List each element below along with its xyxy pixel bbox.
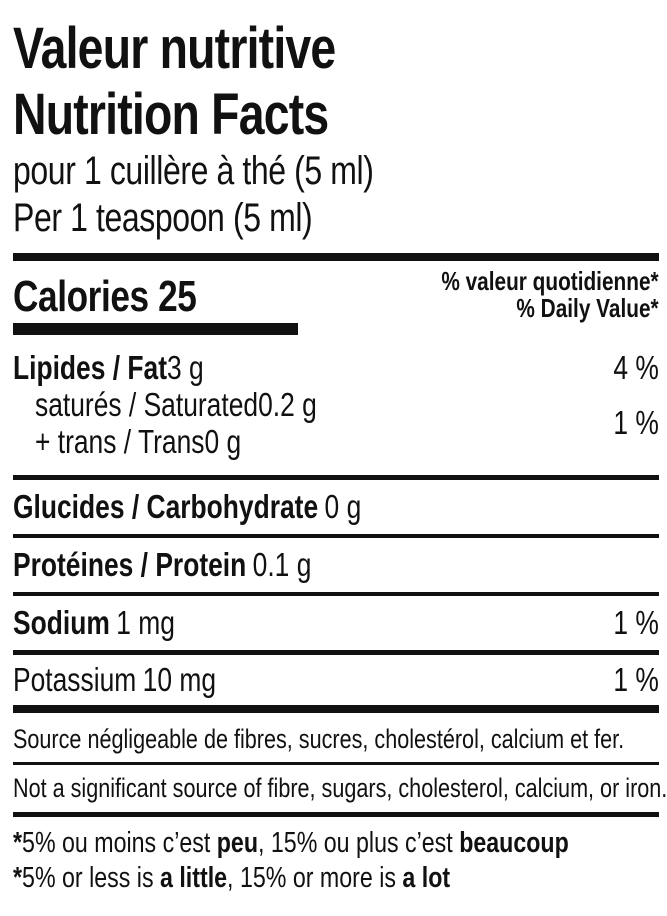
daily-value-header-fr: % valeur quotidienne*	[441, 266, 659, 296]
sodium-name: Sodium	[13, 604, 110, 641]
protein-name: Protéines / Protein	[13, 546, 247, 583]
fat-section: Lipides / Fat3 g saturés / Saturated0.2 …	[13, 349, 659, 460]
calories-underline	[13, 323, 298, 335]
divider	[13, 762, 659, 765]
divider	[13, 475, 659, 480]
protein-amount: 0.1 g	[252, 546, 312, 583]
daily-value-header-en: % Daily Value*	[516, 293, 659, 323]
saturated-amount: 0.2 g	[258, 386, 317, 423]
title-block: Valeur nutritive Nutrition Facts pour 1 …	[13, 16, 659, 242]
potassium-row: Potassium 10 mg 1 %	[13, 661, 659, 699]
divider	[13, 534, 659, 538]
divider-thick-top	[13, 253, 659, 261]
footnote-fr-star: *	[13, 827, 23, 859]
insignificant-source-en: Not a significant source of fibre, sugar…	[13, 773, 667, 803]
divider-thick	[13, 705, 659, 713]
fat-row: Lipides / Fat3 g	[13, 349, 387, 386]
potassium-amount: 10 mg	[142, 661, 217, 698]
calories-value: 25	[158, 272, 197, 321]
footnote-en-star: *	[13, 862, 23, 894]
trans-fat-row: + trans / Trans0 g	[13, 423, 387, 460]
footnote-en: *5% or less is a little, 15% or more is …	[13, 862, 451, 894]
carbohydrate-name: Glucides / Carbohydrate	[13, 488, 319, 525]
calories-row: Calories 25 % valeur quotidienne* % Dail…	[13, 261, 659, 323]
serving-size-fr: pour 1 cuillère à thé (5 ml)	[13, 149, 374, 193]
serving-size-en: Per 1 teaspoon (5 ml)	[13, 196, 313, 240]
fat-name: Lipides / Fat	[13, 349, 168, 386]
trans-name: + trans / Trans	[35, 423, 205, 460]
potassium-name: Potassium	[13, 661, 137, 698]
sodium-row: Sodium 1 mg 1 %	[13, 604, 659, 642]
daily-value-header: % valeur quotidienne* % Daily Value*	[387, 268, 659, 322]
carbohydrate-amount: 0 g	[324, 488, 362, 525]
title-en: Nutrition Facts	[13, 82, 329, 147]
calories: Calories 25	[13, 275, 242, 319]
fat-daily-value: 4 %	[613, 349, 660, 386]
sodium-amount: 1 mg	[116, 604, 175, 641]
saturated-name: saturés / Saturated	[35, 386, 259, 423]
carbohydrate-row: Glucides / Carbohydrate 0 g	[13, 488, 659, 526]
insignificant-source-fr: Source négligeable de fibres, sucres, ch…	[13, 724, 625, 754]
divider	[13, 592, 659, 596]
fat-amount: 3 g	[167, 349, 204, 386]
divider	[13, 650, 659, 655]
title-fr: Valeur nutritive	[13, 16, 336, 81]
footnote-fr: *5% ou moins c’est peu, 15% ou plus c’es…	[13, 827, 569, 859]
trans-amount: 0 g	[204, 423, 242, 460]
saturated-fat-row: saturés / Saturated0.2 g	[13, 386, 387, 423]
saturated-trans-daily-value: 1 %	[613, 404, 660, 441]
potassium-daily-value: 1 %	[613, 661, 660, 698]
nutrition-facts-label: Valeur nutritive Nutrition Facts pour 1 …	[0, 16, 667, 916]
divider	[13, 812, 659, 817]
protein-row: Protéines / Protein 0.1 g	[13, 546, 659, 584]
sodium-daily-value: 1 %	[613, 604, 660, 641]
calories-label: Calories	[13, 272, 149, 321]
